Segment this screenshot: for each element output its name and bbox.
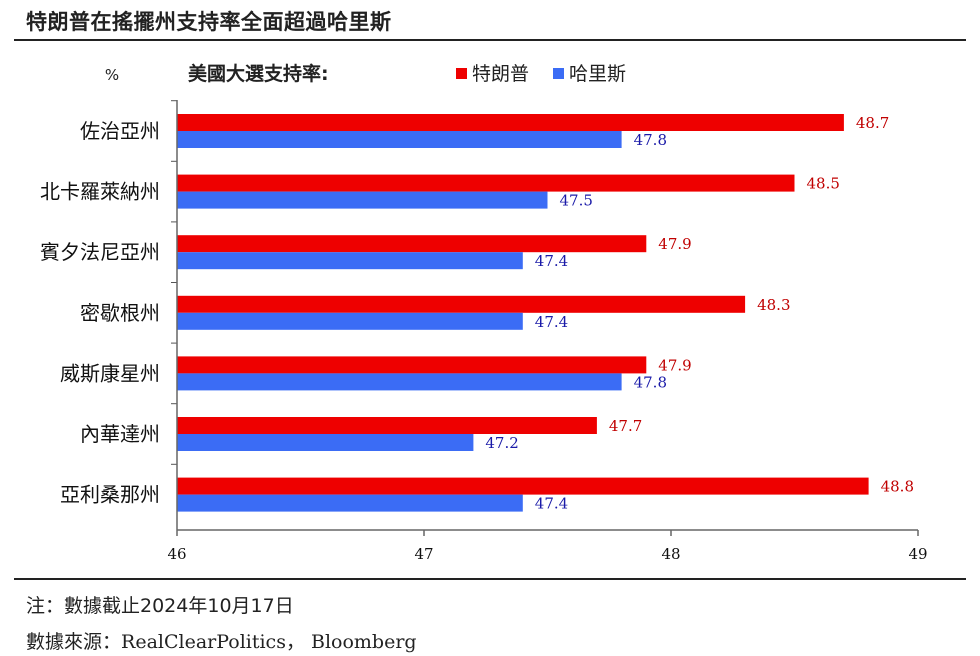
value-label-harris-6: 47.2 [485, 434, 518, 452]
bar-trump-2 [177, 174, 795, 192]
bar-harris-3 [177, 252, 523, 270]
category-label-1: 佐治亞州 [80, 119, 160, 143]
bar-trump-5 [177, 356, 647, 374]
value-label-trump-3: 47.9 [658, 235, 691, 253]
source-note: 數據來源：RealClearPolitics， Bloomberg [26, 627, 417, 654]
category-label-3: 賓夕法尼亞州 [40, 240, 160, 264]
legend-swatch-1 [456, 68, 467, 79]
x-tick-label-3: 48 [661, 545, 680, 563]
bar-harris-5 [177, 373, 622, 391]
source-names: RealClearPolitics， Bloomberg [121, 631, 417, 653]
value-label-harris-5: 47.8 [634, 373, 667, 391]
bottom-divider [14, 578, 966, 580]
legend-label-2: 哈里斯 [569, 63, 626, 85]
value-label-trump-7: 48.8 [881, 478, 914, 496]
bar-trump-1 [177, 114, 844, 131]
legend-label-1: 特朗普 [472, 63, 529, 85]
page-title: 特朗普在搖擺州支持率全面超過哈里斯 [26, 10, 392, 34]
bar-harris-1 [177, 131, 622, 148]
bar-harris-6 [177, 434, 474, 451]
bar-harris-2 [177, 191, 548, 209]
source-prefix: 數據來源： [26, 631, 122, 653]
category-label-2: 北卡羅萊納州 [40, 180, 160, 204]
bar-harris-4 [177, 312, 523, 330]
category-label-5: 威斯康星州 [60, 361, 160, 385]
unit-label: % [105, 66, 119, 84]
value-label-harris-2: 47.5 [560, 192, 593, 210]
bar-trump-7 [177, 477, 869, 495]
date-note: 注：數據截止2024年10月17日 [26, 595, 294, 617]
x-tick-label-2: 47 [414, 545, 433, 563]
bar-trump-4 [177, 295, 746, 313]
value-label-harris-4: 47.4 [535, 313, 568, 331]
x-tick-label-1: 46 [167, 545, 186, 563]
value-label-trump-5: 47.9 [658, 356, 691, 374]
legend-swatch-2 [553, 68, 564, 79]
x-tick-label-4: 49 [908, 545, 927, 563]
value-label-harris-3: 47.4 [535, 252, 568, 270]
bar-chart: % 美國大選支持率: 特朗普 哈里斯 48.7 47.8 佐治亞州 48.5 47.5 北卡羅萊納… [40, 62, 928, 563]
value-label-harris-1: 47.8 [634, 131, 667, 149]
top-divider [14, 39, 966, 41]
value-label-trump-1: 48.7 [856, 114, 889, 132]
bar-trump-3 [177, 235, 647, 253]
category-label-6: 內華達州 [80, 422, 160, 446]
bar-harris-7 [177, 494, 523, 512]
value-label-trump-2: 48.5 [807, 175, 840, 193]
value-label-trump-6: 47.7 [609, 417, 642, 435]
category-label-7: 亞利桑那州 [60, 483, 160, 507]
value-label-harris-7: 47.4 [535, 495, 568, 513]
category-label-4: 密歇根州 [80, 301, 160, 325]
value-label-trump-4: 48.3 [757, 296, 790, 314]
bar-trump-6 [177, 417, 597, 434]
chart-title: 美國大選支持率: [188, 62, 329, 85]
